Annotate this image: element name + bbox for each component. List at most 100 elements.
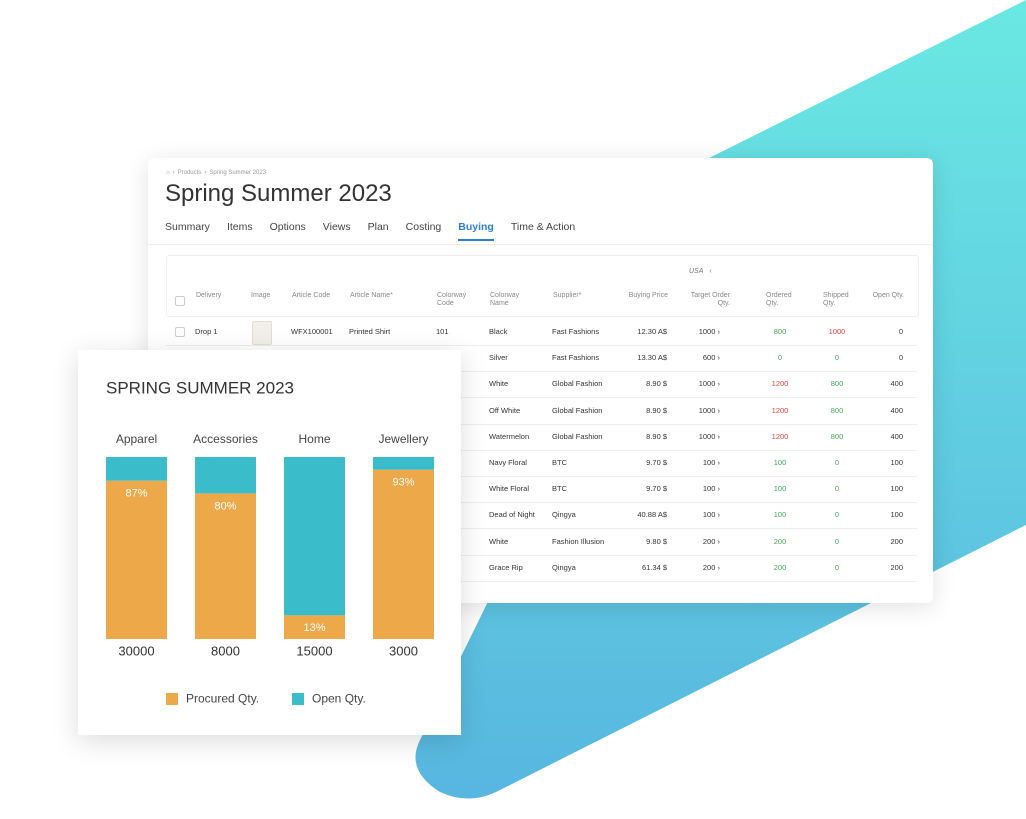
article_name: Printed Shirt: [349, 327, 391, 336]
column-header[interactable]: Open Qty.: [872, 292, 904, 299]
tabs: Summary Items Options Views Plan Costing Buyin…: [165, 221, 575, 241]
ordered: 100: [773, 458, 787, 467]
row-divider: [166, 423, 917, 425]
open: 100: [890, 484, 903, 494]
row-divider: [166, 502, 917, 504]
shipped: 0: [834, 562, 840, 572]
column-header[interactable]: Colorway Name: [490, 292, 520, 307]
open: 100: [890, 458, 903, 467]
row-divider: [166, 528, 917, 530]
colorway_name: Grace Rip: [489, 562, 523, 572]
ordered: 200: [773, 536, 787, 546]
tab[interactable]: Costing: [405, 221, 442, 233]
home-icon: ⌂: [166, 170, 170, 176]
supplier: Global Fashion: [552, 379, 603, 389]
legend-label: Open Qty.: [312, 692, 366, 706]
data-label: 87%: [125, 488, 147, 500]
legend-swatch: [292, 693, 304, 705]
shipped: 0: [834, 353, 840, 363]
tab[interactable]: Views: [322, 221, 351, 233]
buying_price: 61.34 $: [641, 562, 667, 572]
row-divider: [166, 371, 917, 373]
column-header[interactable]: Colorway Code: [437, 292, 467, 307]
target[interactable]: 100: [703, 484, 720, 493]
target[interactable]: 200: [703, 537, 720, 546]
chart-card: SPRING SUMMER 2023 Apparel 87% 30000 Access…: [78, 350, 461, 735]
colorway_name: Silver: [489, 353, 508, 363]
buying_price: 9.70 $: [646, 458, 667, 467]
buying_price: 8.90 $: [646, 431, 667, 441]
buying_price: 12.30 A$: [637, 327, 667, 336]
tab[interactable]: Items: [226, 221, 253, 233]
tab[interactable]: Plan: [367, 221, 389, 233]
open: 0: [898, 353, 903, 363]
tab[interactable]: Options: [269, 221, 306, 233]
open: 400: [890, 431, 903, 441]
column-header[interactable]: Image: [251, 292, 271, 299]
tab[interactable]: Time & Action: [510, 221, 576, 233]
total-label: 30000: [118, 643, 154, 658]
tab[interactable]: Summary: [165, 221, 210, 233]
shipped: 0: [834, 484, 840, 494]
colorway_name: Watermelon: [489, 431, 530, 441]
target[interactable]: 200: [703, 563, 720, 572]
ordered: 100: [773, 510, 787, 520]
target[interactable]: 100: [703, 510, 720, 519]
open: 100: [890, 510, 903, 520]
column-header[interactable]: Article Code: [292, 292, 331, 299]
ordered: 1200: [771, 431, 789, 441]
colorway_name: Dead of Night: [489, 510, 535, 520]
shipped: 1000: [828, 327, 846, 336]
shipped: 0: [834, 536, 840, 546]
bar-segment: [195, 493, 256, 639]
breadcrumb-item[interactable]: Spring Summer 2023: [209, 170, 267, 176]
category-label: Home: [298, 432, 330, 446]
supplier: BTC: [552, 458, 567, 467]
ordered: 0: [777, 353, 783, 363]
legend-swatch: [166, 693, 178, 705]
target[interactable]: 600: [703, 353, 720, 362]
category-label: Accessories: [193, 432, 258, 446]
colorway_name: Off White: [489, 405, 521, 415]
data-label: 93%: [392, 477, 414, 489]
target[interactable]: 1000: [699, 406, 720, 415]
breadcrumb: ⌂ Products Spring Summer 2023: [166, 170, 266, 176]
bar-segment: [373, 469, 434, 639]
colorway_name: White: [489, 536, 509, 546]
region[interactable]: USA: [689, 268, 712, 275]
colorway_name: Black: [489, 327, 508, 336]
column-header[interactable]: Delivery: [196, 292, 222, 299]
shipped: 800: [830, 431, 844, 441]
column-header[interactable]: Supplier*: [553, 292, 582, 299]
tab[interactable]: Buying: [458, 221, 494, 241]
colorway_code: 101: [436, 327, 449, 336]
supplier: Fast Fashions: [552, 327, 600, 336]
supplier: Qingya: [552, 510, 576, 520]
buying_price: 8.90 $: [646, 405, 667, 415]
delivery: Drop 1: [195, 327, 218, 336]
ordered: 100: [773, 484, 787, 494]
colorway_name: White: [489, 379, 509, 389]
checkbox[interactable]: [175, 327, 185, 337]
thumbnail: [252, 321, 272, 345]
column-header[interactable]: Ordered Qty.: [766, 292, 792, 307]
target[interactable]: 1000: [699, 432, 720, 441]
row-divider: [166, 580, 917, 582]
target[interactable]: 100: [703, 458, 720, 467]
supplier: Fashion Illusion: [552, 536, 605, 546]
open: 200: [890, 562, 903, 572]
checkbox: [175, 296, 185, 306]
open: 0: [898, 327, 903, 336]
target[interactable]: 1000: [699, 327, 720, 336]
row-divider: [166, 397, 917, 399]
data-label: 80%: [214, 500, 236, 512]
column-header[interactable]: Shipped Qty.: [823, 292, 849, 307]
column-header[interactable]: Article Name*: [350, 292, 393, 299]
column-header[interactable]: Buying Price: [628, 292, 668, 299]
column-header[interactable]: Target Order Qty.: [690, 292, 730, 307]
supplier: Qingya: [552, 562, 576, 572]
breadcrumb-item[interactable]: Products: [177, 170, 202, 176]
bar-segment: [284, 457, 345, 616]
target[interactable]: 1000: [699, 379, 720, 388]
bar-segment: [195, 457, 256, 494]
